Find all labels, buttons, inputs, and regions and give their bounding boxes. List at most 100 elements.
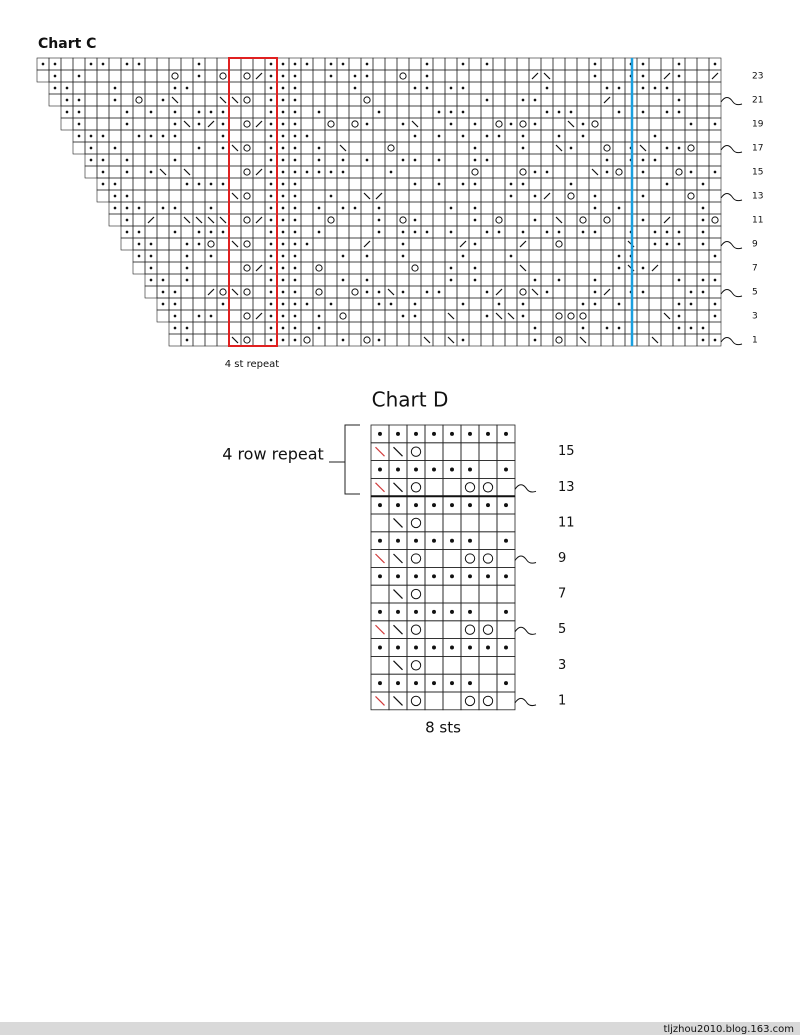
- decrease: [447, 312, 455, 320]
- purl-dot: [173, 134, 177, 138]
- purl-dot: [281, 314, 285, 318]
- purl-dot: [377, 206, 381, 210]
- purl-dot: [353, 74, 357, 78]
- decrease: [603, 288, 611, 296]
- purl-dot: [497, 302, 501, 306]
- purl-dot: [449, 266, 453, 270]
- yarn-over: [243, 192, 251, 200]
- purl-dot: [413, 182, 417, 186]
- purl-dot: [378, 467, 382, 472]
- purl-dot: [414, 574, 418, 579]
- purl-dot: [581, 122, 585, 126]
- purl-dot: [173, 86, 177, 90]
- yarn-over: [399, 72, 407, 80]
- purl-dot: [353, 86, 357, 90]
- purl-dot: [504, 467, 508, 472]
- purl-dot: [65, 98, 69, 102]
- row-arc: [514, 626, 537, 635]
- chart-c-title: Chart C: [38, 36, 96, 52]
- decrease: [543, 72, 551, 80]
- yarn-over: [482, 695, 494, 707]
- chart-c-repeat-label: 4 st repeat: [225, 359, 280, 370]
- decrease: [207, 216, 215, 224]
- decrease: [711, 72, 719, 80]
- purl-dot: [293, 230, 297, 234]
- purl-dot: [569, 110, 573, 114]
- row-arc: [720, 241, 743, 250]
- yarn-over: [495, 216, 503, 224]
- yarn-over: [482, 553, 494, 564]
- purl-dot: [378, 645, 382, 650]
- decrease: [207, 120, 215, 128]
- yarn-over: [219, 72, 227, 80]
- purl-dot: [77, 98, 81, 102]
- purl-dot: [125, 62, 129, 66]
- purl-dot: [486, 574, 490, 579]
- purl-dot: [713, 122, 717, 126]
- purl-dot: [473, 146, 477, 150]
- purl-dot: [89, 158, 93, 162]
- yarn-over: [207, 240, 215, 248]
- purl-dot: [113, 86, 117, 90]
- purl-dot: [605, 158, 609, 162]
- yarn-over: [464, 624, 476, 635]
- purl-dot: [173, 314, 177, 318]
- yarn-over: [243, 168, 251, 176]
- purl-dot: [677, 230, 681, 234]
- purl-dot: [293, 218, 297, 222]
- purl-dot: [485, 134, 489, 138]
- decrease: [519, 264, 527, 272]
- purl-dot: [701, 206, 705, 210]
- purl-dot: [641, 194, 645, 198]
- purl-dot: [281, 146, 285, 150]
- decrease: [375, 553, 385, 564]
- purl-dot: [269, 314, 273, 318]
- purl-dot: [413, 158, 417, 162]
- purl-dot: [378, 681, 382, 686]
- purl-dot: [329, 194, 333, 198]
- purl-dot: [149, 242, 153, 246]
- purl-dot: [269, 110, 273, 114]
- purl-dot: [653, 230, 657, 234]
- purl-dot: [281, 122, 285, 126]
- decrease: [531, 72, 539, 80]
- purl-dot: [497, 134, 501, 138]
- decrease: [231, 96, 239, 104]
- purl-dot: [557, 230, 561, 234]
- decrease: [579, 336, 587, 344]
- purl-dot: [281, 290, 285, 294]
- purl-dot: [677, 242, 681, 246]
- watermark: tljzhou2010.blog.163.com: [663, 1024, 794, 1035]
- decrease: [603, 96, 611, 104]
- purl-dot: [305, 134, 309, 138]
- purl-dot: [701, 218, 705, 222]
- purl-dot: [504, 503, 508, 508]
- purl-dot: [281, 110, 285, 114]
- purl-dot: [677, 110, 681, 114]
- purl-dot: [432, 681, 436, 686]
- purl-dot: [317, 158, 321, 162]
- purl-dot: [209, 206, 213, 210]
- purl-dot: [173, 290, 177, 294]
- purl-dot: [677, 146, 681, 150]
- purl-dot: [209, 314, 213, 318]
- yarn-over: [603, 216, 611, 224]
- purl-dot: [449, 278, 453, 282]
- purl-dot: [341, 254, 345, 258]
- purl-dot: [701, 182, 705, 186]
- purl-dot: [425, 86, 429, 90]
- purl-dot: [377, 302, 381, 306]
- purl-dot: [269, 290, 273, 294]
- purl-dot: [414, 503, 418, 508]
- row-arc: [514, 484, 537, 493]
- decrease: [393, 482, 403, 493]
- purl-dot: [641, 266, 645, 270]
- purl-dot: [197, 62, 201, 66]
- purl-dot: [461, 338, 465, 342]
- purl-dot: [329, 62, 333, 66]
- purl-dot: [281, 338, 285, 342]
- decrease: [387, 288, 395, 296]
- purl-dot: [137, 242, 141, 246]
- purl-dot: [269, 266, 273, 270]
- purl-dot: [125, 122, 129, 126]
